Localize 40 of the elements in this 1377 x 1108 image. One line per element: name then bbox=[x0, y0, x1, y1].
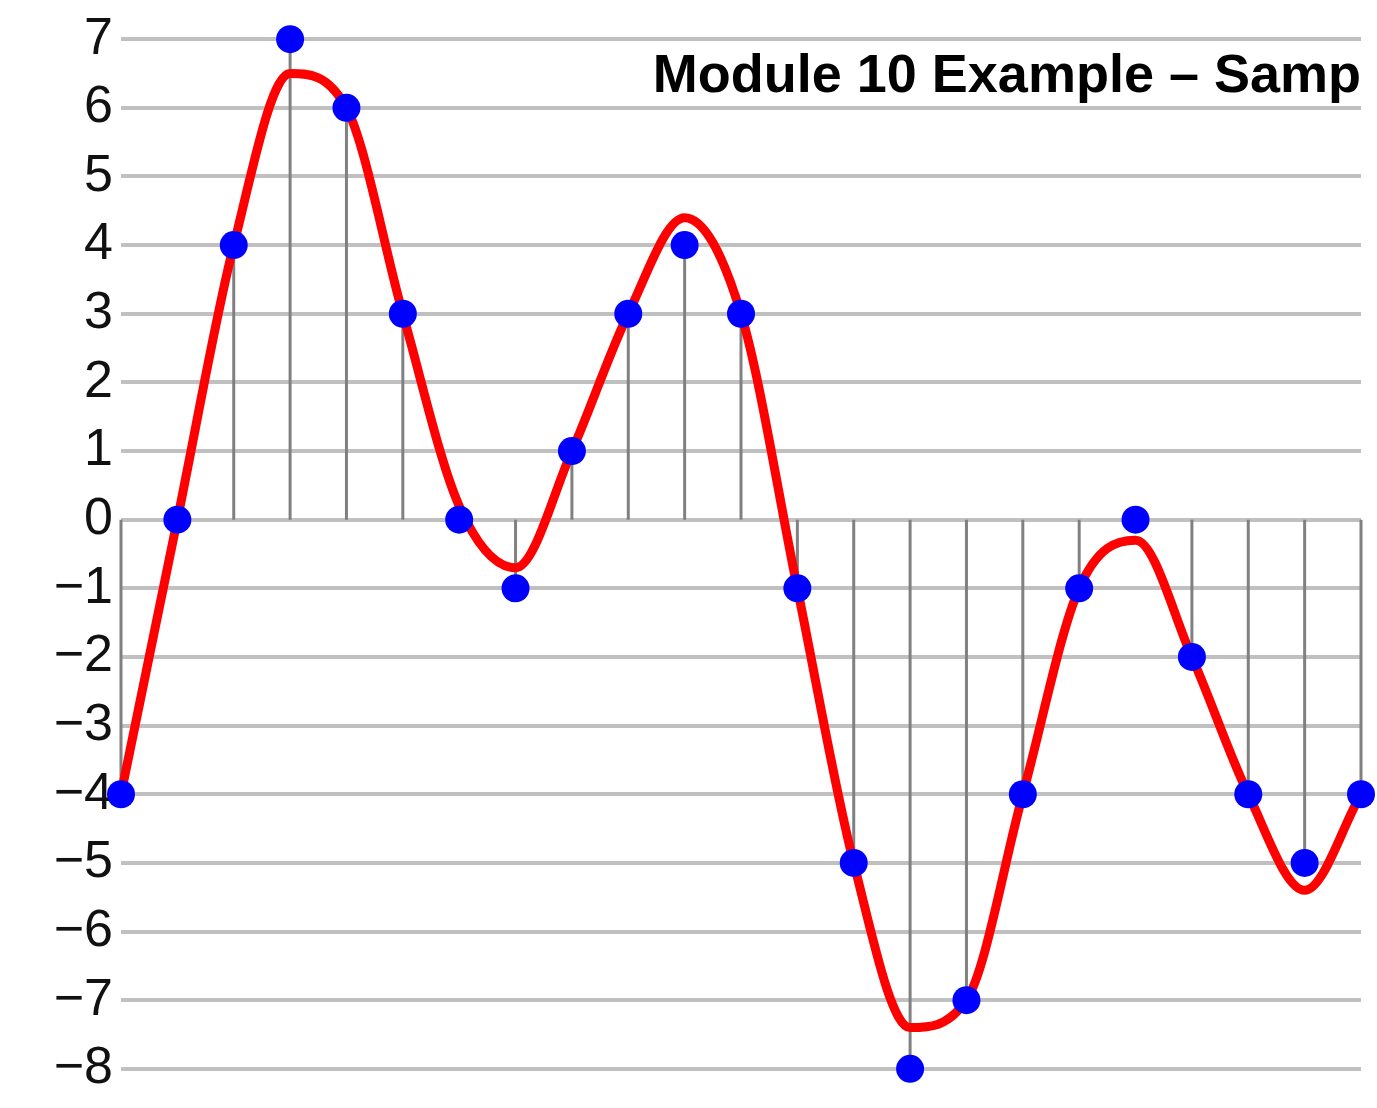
y-tick-label: −4 bbox=[53, 761, 113, 820]
point bbox=[276, 25, 305, 54]
point bbox=[614, 299, 643, 328]
y-tick-label: −1 bbox=[53, 555, 113, 614]
y-tick-label: 1 bbox=[84, 418, 113, 477]
point bbox=[557, 437, 586, 466]
point bbox=[1065, 574, 1094, 603]
point bbox=[1008, 780, 1037, 809]
point bbox=[727, 299, 755, 328]
point bbox=[445, 505, 474, 534]
y-tick-label: 7 bbox=[84, 6, 113, 65]
point bbox=[896, 1054, 925, 1083]
point bbox=[839, 848, 868, 877]
y-tick-label: 5 bbox=[84, 143, 113, 202]
point bbox=[1121, 505, 1150, 534]
point bbox=[1177, 642, 1206, 671]
y-tick-label: −8 bbox=[53, 1036, 113, 1095]
y-tick-label: 4 bbox=[84, 212, 113, 271]
point bbox=[332, 93, 361, 122]
point bbox=[952, 986, 981, 1015]
point bbox=[1290, 848, 1319, 877]
y-tick-label: 3 bbox=[84, 281, 113, 340]
y-tick-label: −6 bbox=[53, 898, 113, 957]
y-tick-label: 6 bbox=[84, 75, 113, 134]
point bbox=[388, 299, 417, 328]
point bbox=[1347, 780, 1375, 809]
y-tick-label: −5 bbox=[53, 830, 113, 889]
y-tick-label: −3 bbox=[53, 692, 113, 751]
point bbox=[670, 231, 699, 260]
point bbox=[163, 505, 192, 534]
point bbox=[501, 574, 530, 603]
y-tick-label: 2 bbox=[84, 349, 113, 408]
point bbox=[1234, 780, 1263, 809]
y-tick-label: −7 bbox=[53, 967, 113, 1026]
chart-title: Module 10 Example – Samp bbox=[652, 43, 1361, 104]
y-tick-label: −2 bbox=[53, 624, 113, 683]
point bbox=[107, 780, 135, 809]
point bbox=[783, 574, 812, 603]
y-tick-label: 0 bbox=[84, 487, 113, 546]
point bbox=[219, 231, 248, 260]
